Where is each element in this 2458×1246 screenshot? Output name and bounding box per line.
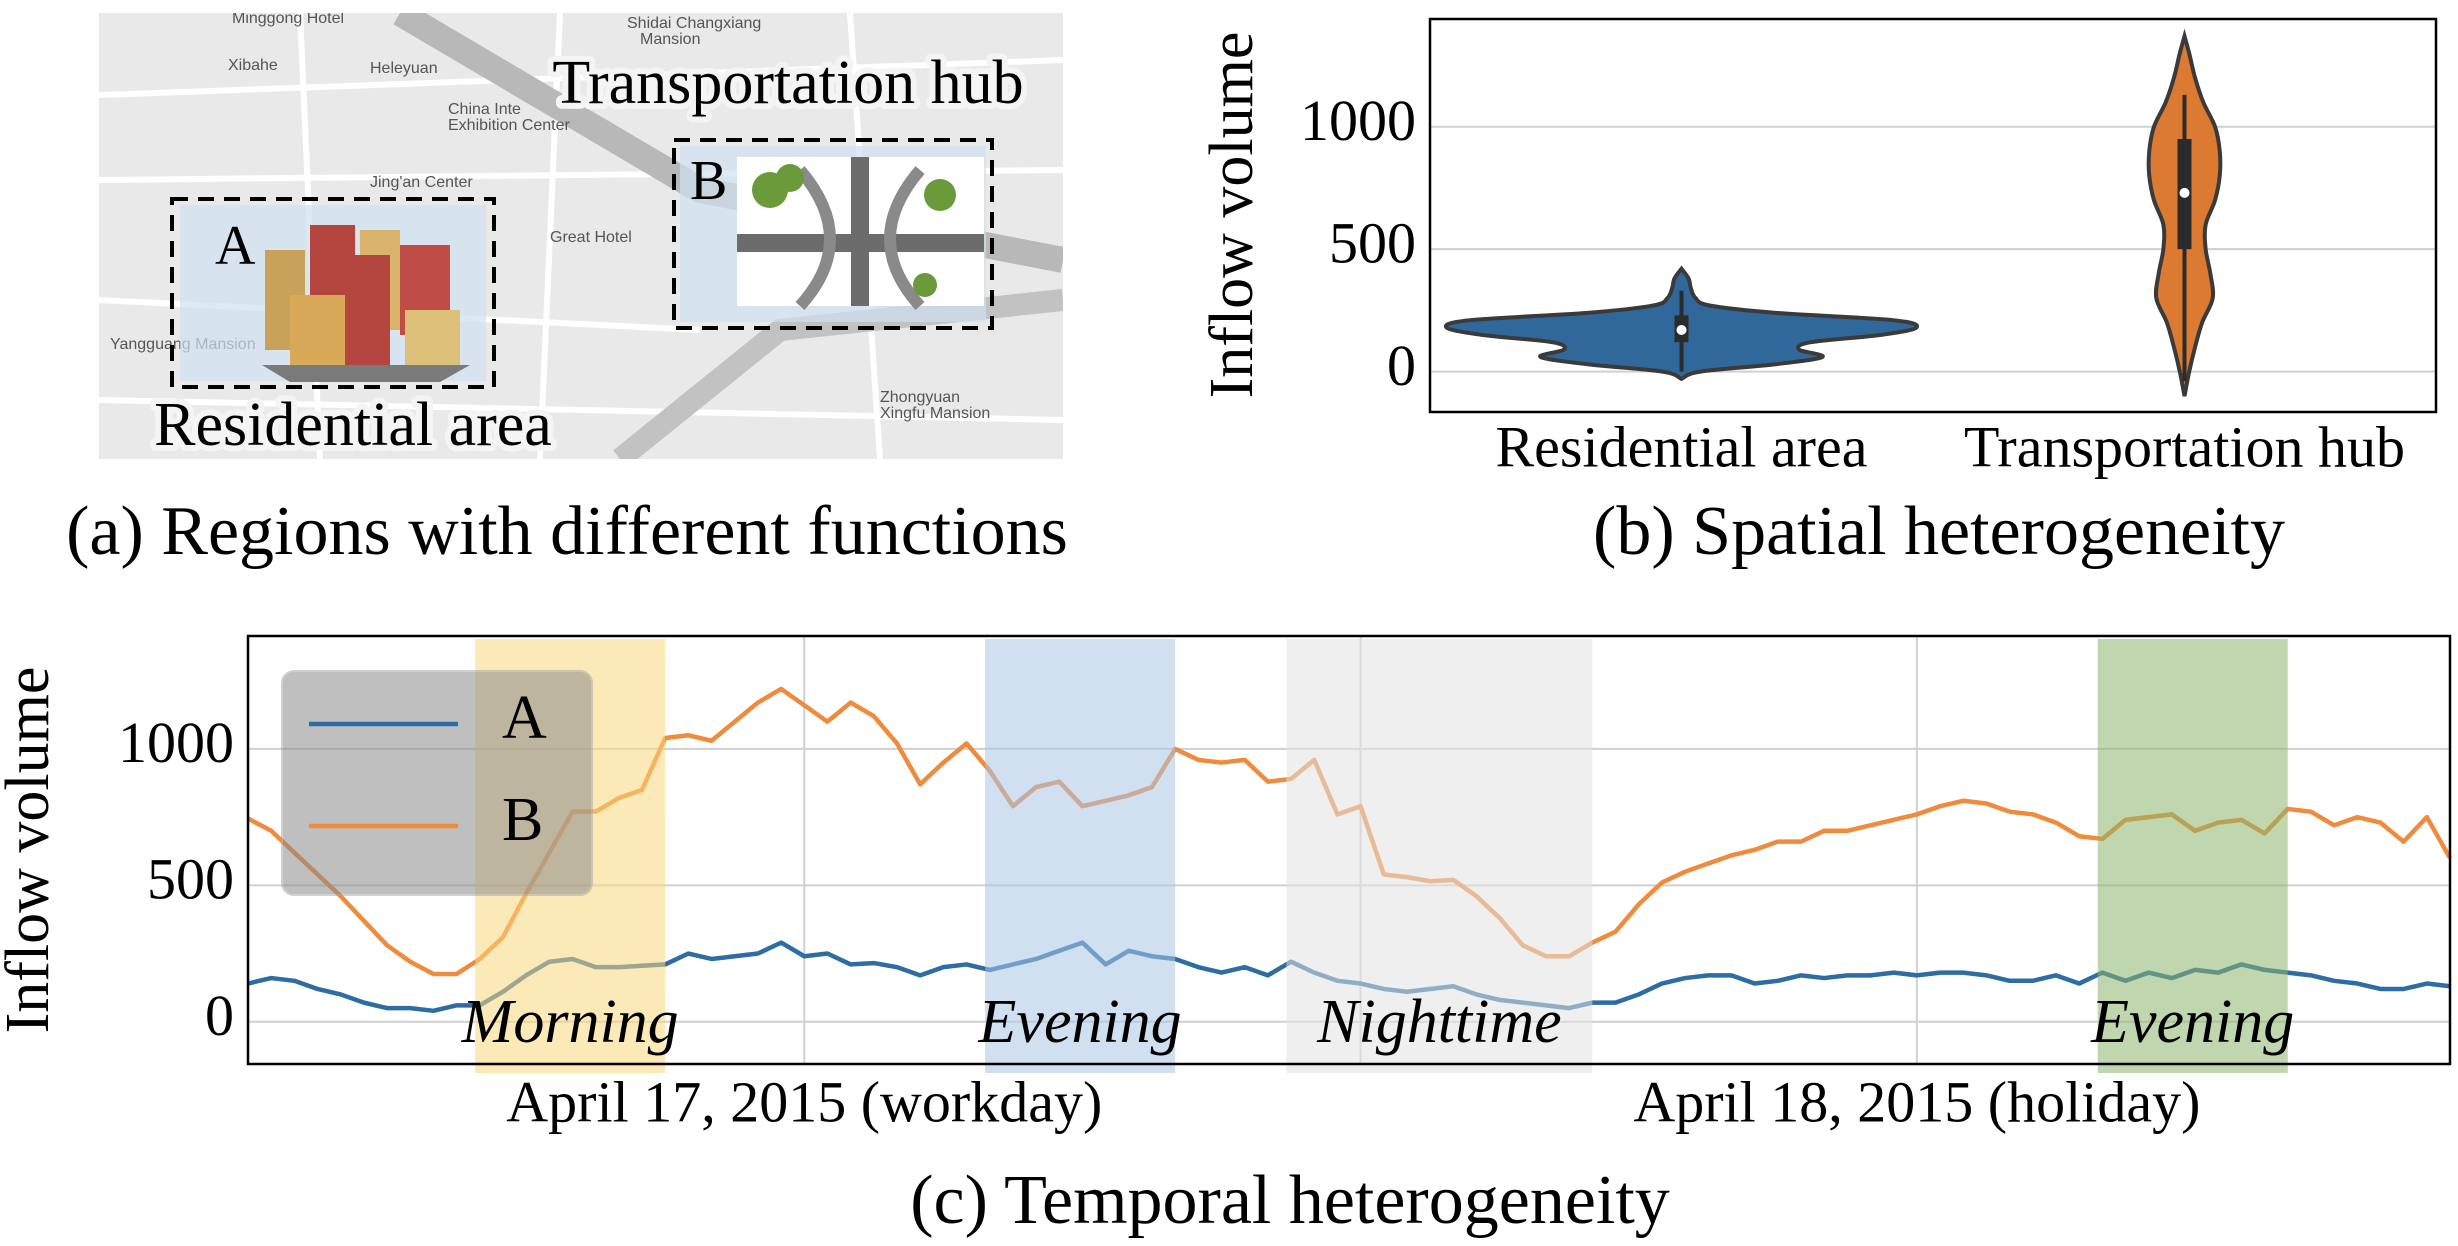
legend: AB [281,670,593,896]
street [537,13,563,459]
panel-caption: (b) Spatial heterogeneity [1593,493,2285,570]
band-label: Evening [978,988,1182,1056]
median [1676,324,1687,335]
map-place: Great Hotel [550,229,632,246]
buildings-icon [262,225,470,382]
map-place: Zhongyuan [880,389,960,406]
y-tick-label: 0 [205,983,234,1048]
panel-caption: (a) Regions with different functions [66,493,1068,570]
map-place: Heleyuan [370,60,438,77]
time-band [1286,639,1593,1073]
legend-label: A [502,684,547,752]
region-label: Residential area [154,391,552,459]
building [405,310,460,365]
panel-caption: (c) Temporal heterogeneity [910,1162,1670,1239]
x-tick-label: April 17, 2015 (workday) [506,1069,1102,1134]
x-tick-label: Residential area [1496,414,1868,479]
x-tick-label: Transportation hub [1964,414,2405,479]
y-axis-label: Inflow volume [0,667,62,1034]
median [2179,187,2190,198]
street [99,57,1063,98]
y-tick-label: 0 [1387,333,1416,398]
time-band [2097,639,2288,1073]
map-panel: Minggong Hotel Shidai Changxiang Mansion… [99,10,1063,459]
map-place: Xingfu Mansion [880,405,990,422]
map-place: Shidai Changxiang [627,15,761,32]
map-place: Minggong Hotel [232,10,344,27]
map-place: Xibahe [228,57,278,74]
tree [924,179,956,211]
region-letter: A [215,215,256,277]
street [99,397,1063,423]
tree [776,164,804,192]
map-place: Jing'an Center [370,174,473,191]
plot-frame [246,634,2452,1066]
legend-box [281,670,593,896]
map-place: China Inte [448,101,521,118]
y-axis-label: Inflow volume [1198,32,1266,399]
time-band [985,639,1176,1073]
map-place: Exhibition Center [448,117,571,134]
y-tick-label: 1000 [118,710,234,775]
building [290,295,345,370]
ground [262,365,470,382]
plot-frame [1428,17,2438,414]
x-tick-label: April 18, 2015 (holiday) [1633,1069,2200,1134]
y-tick-label: 500 [147,847,234,912]
ramp [795,166,925,311]
building [345,255,390,370]
region-letter: B [690,150,727,212]
region-label: Transportation hub [552,49,1023,117]
region-box [672,138,994,330]
road [851,157,869,306]
band-label: Nighttime [1316,988,1562,1056]
map-place: Mansion [640,31,700,48]
band-label: Evening [2090,988,2294,1056]
region-box [170,197,496,389]
band-label: Morning [461,988,679,1056]
y-tick-label: 500 [1329,210,1416,275]
y-tick-label: 1000 [1300,88,1416,153]
legend-label: B [502,786,543,854]
interchange-icon [737,157,984,311]
tree [913,273,937,297]
